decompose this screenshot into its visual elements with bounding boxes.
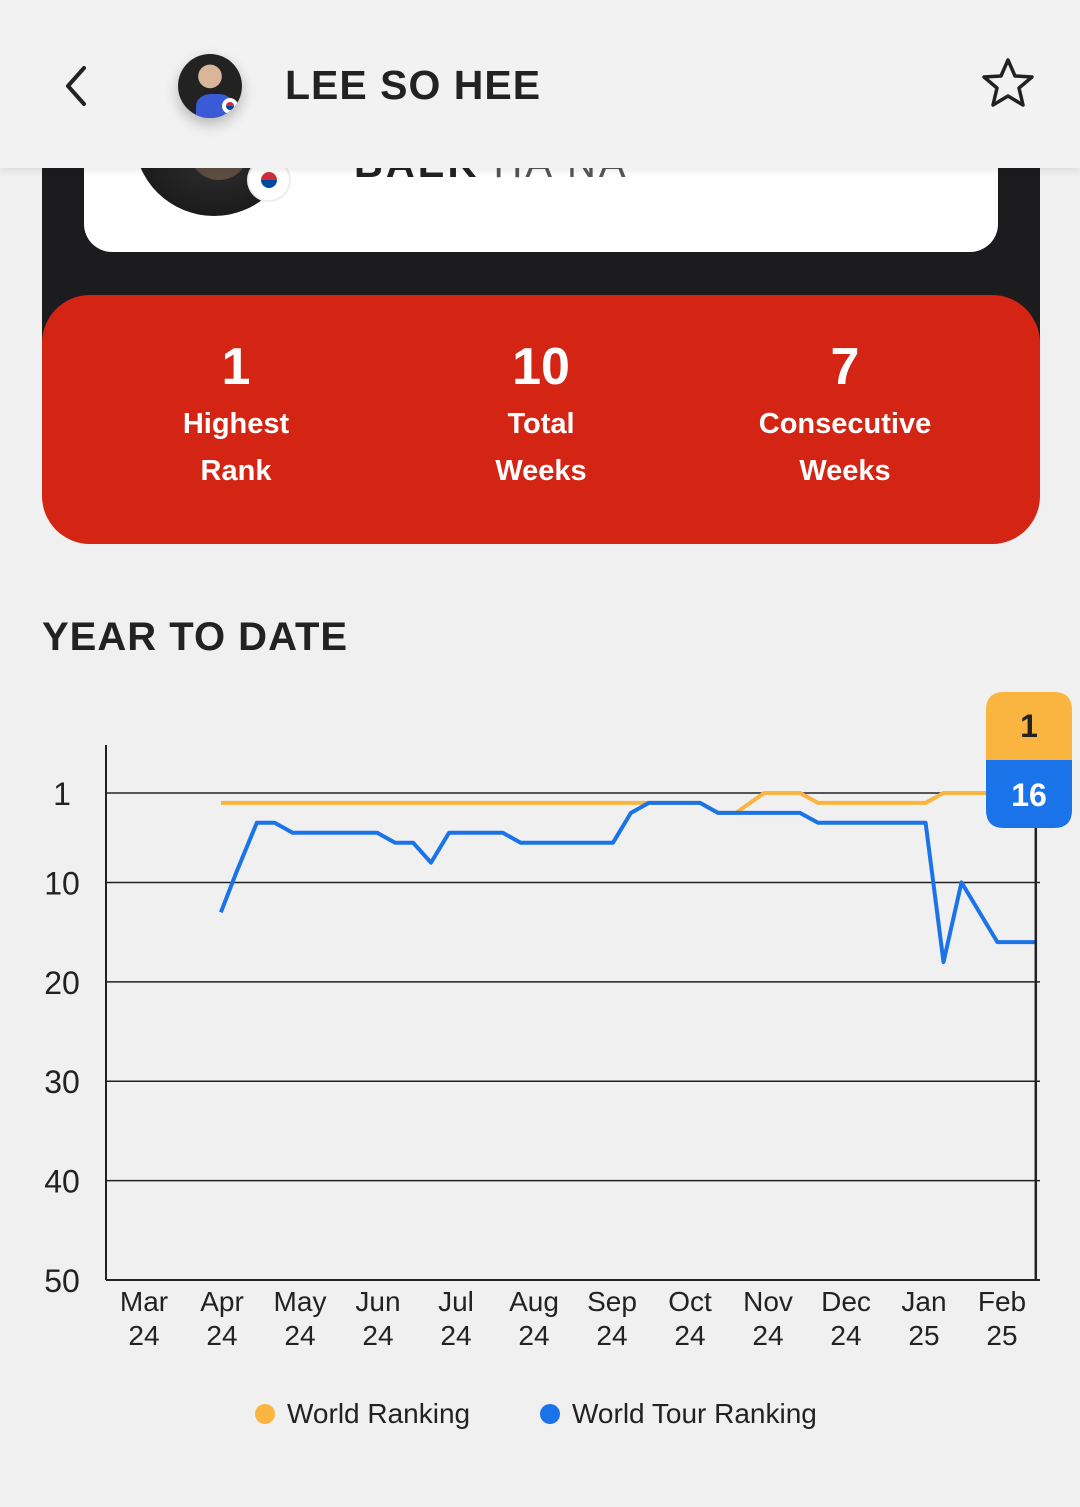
legend-world-tour-ranking[interactable]: World Tour Ranking <box>540 1398 817 1430</box>
x-tick-label-year: 24 <box>674 1320 705 1351</box>
favorite-star-icon[interactable] <box>980 56 1036 112</box>
x-tick-label-month: Jul <box>438 1286 474 1317</box>
x-tick-label-month: Dec <box>821 1286 871 1317</box>
y-tick-label: 30 <box>44 1064 80 1100</box>
x-tick-label-year: 24 <box>362 1320 393 1351</box>
legend-dot <box>255 1404 275 1424</box>
x-tick-label-month: Jun <box>355 1286 400 1317</box>
x-tick-label-year: 25 <box>908 1320 939 1351</box>
legend-world-ranking[interactable]: World Ranking <box>255 1398 470 1430</box>
y-tick-label: 1 <box>53 776 71 812</box>
x-tick-label-year: 24 <box>284 1320 315 1351</box>
stat-total-weeks: 10 Total Weeks <box>381 337 701 495</box>
x-tick-label-month: Mar <box>120 1286 168 1317</box>
stat-highest-rank: 1 Highest Rank <box>76 337 396 495</box>
stat-label: Highest Rank <box>76 401 396 495</box>
x-tick-label-year: 24 <box>752 1320 783 1351</box>
x-tick-label-year: 24 <box>206 1320 237 1351</box>
stat-label-line1: Total <box>507 408 575 440</box>
x-tick-label-month: Jan <box>901 1286 946 1317</box>
stat-value: 10 <box>512 338 570 396</box>
stat-label-line2: Weeks <box>799 455 891 487</box>
stat-label: Consecutive Weeks <box>685 401 1005 495</box>
tooltip-world-tour-ranking <box>986 760 1072 828</box>
y-tick-label: 40 <box>44 1164 80 1200</box>
player-avatar <box>178 54 242 118</box>
back-arrow-icon[interactable] <box>58 62 98 110</box>
section-title: YEAR TO DATE <box>42 615 349 659</box>
chart-legend: World Ranking World Tour Ranking <box>0 1398 1080 1438</box>
stat-label-line2: Rank <box>200 455 272 487</box>
x-tick-label-year: 24 <box>518 1320 549 1351</box>
x-tick-label-month: Sep <box>587 1286 637 1317</box>
app-header: LEE SO HEE <box>0 0 1080 168</box>
legend-label: World Tour Ranking <box>572 1398 817 1429</box>
series-line-world-ranking <box>220 791 1036 815</box>
ranking-chart[interactable]: 11020304050Mar24Apr24May24Jun24Jul24Aug2… <box>0 680 1080 1380</box>
x-tick-label-year: 24 <box>596 1320 627 1351</box>
y-tick-label: 20 <box>44 965 80 1001</box>
tooltip-world-ranking-value: 1 <box>1020 708 1038 744</box>
x-tick-label-month: Oct <box>668 1286 712 1317</box>
stat-label-line2: Weeks <box>495 455 587 487</box>
x-tick-label-year: 24 <box>830 1320 861 1351</box>
korea-flag-icon <box>222 98 238 114</box>
series-line-world-tour-ranking <box>219 800 1036 964</box>
x-tick-label-year: 25 <box>986 1320 1017 1351</box>
x-tick-label-month: May <box>274 1286 327 1317</box>
tooltip-world-tour-ranking-value: 16 <box>1011 777 1047 813</box>
x-tick-label-month: Aug <box>509 1286 559 1317</box>
x-tick-label-month: Feb <box>978 1286 1026 1317</box>
x-tick-label-year: 24 <box>440 1320 471 1351</box>
stat-value: 1 <box>221 338 251 396</box>
page-title: LEE SO HEE <box>285 62 542 108</box>
y-tick-label: 50 <box>44 1263 80 1299</box>
x-tick-label-year: 24 <box>128 1320 159 1351</box>
stat-consecutive-weeks: 7 Consecutive Weeks <box>685 337 1005 495</box>
stat-label: Total Weeks <box>381 401 701 495</box>
stat-label-line1: Consecutive <box>758 408 932 440</box>
legend-label: World Ranking <box>287 1398 471 1429</box>
x-tick-label-month: Nov <box>743 1286 793 1317</box>
stats-panel: 1 Highest Rank 10 Total Weeks 7 Consecut… <box>42 295 1040 544</box>
legend-dot <box>540 1404 560 1424</box>
tooltip-world-ranking <box>986 692 1072 760</box>
x-tick-label-month: Apr <box>200 1286 244 1317</box>
stat-value: 7 <box>830 338 860 396</box>
y-tick-label: 10 <box>44 865 80 901</box>
stat-label-line1: Highest <box>182 408 290 440</box>
